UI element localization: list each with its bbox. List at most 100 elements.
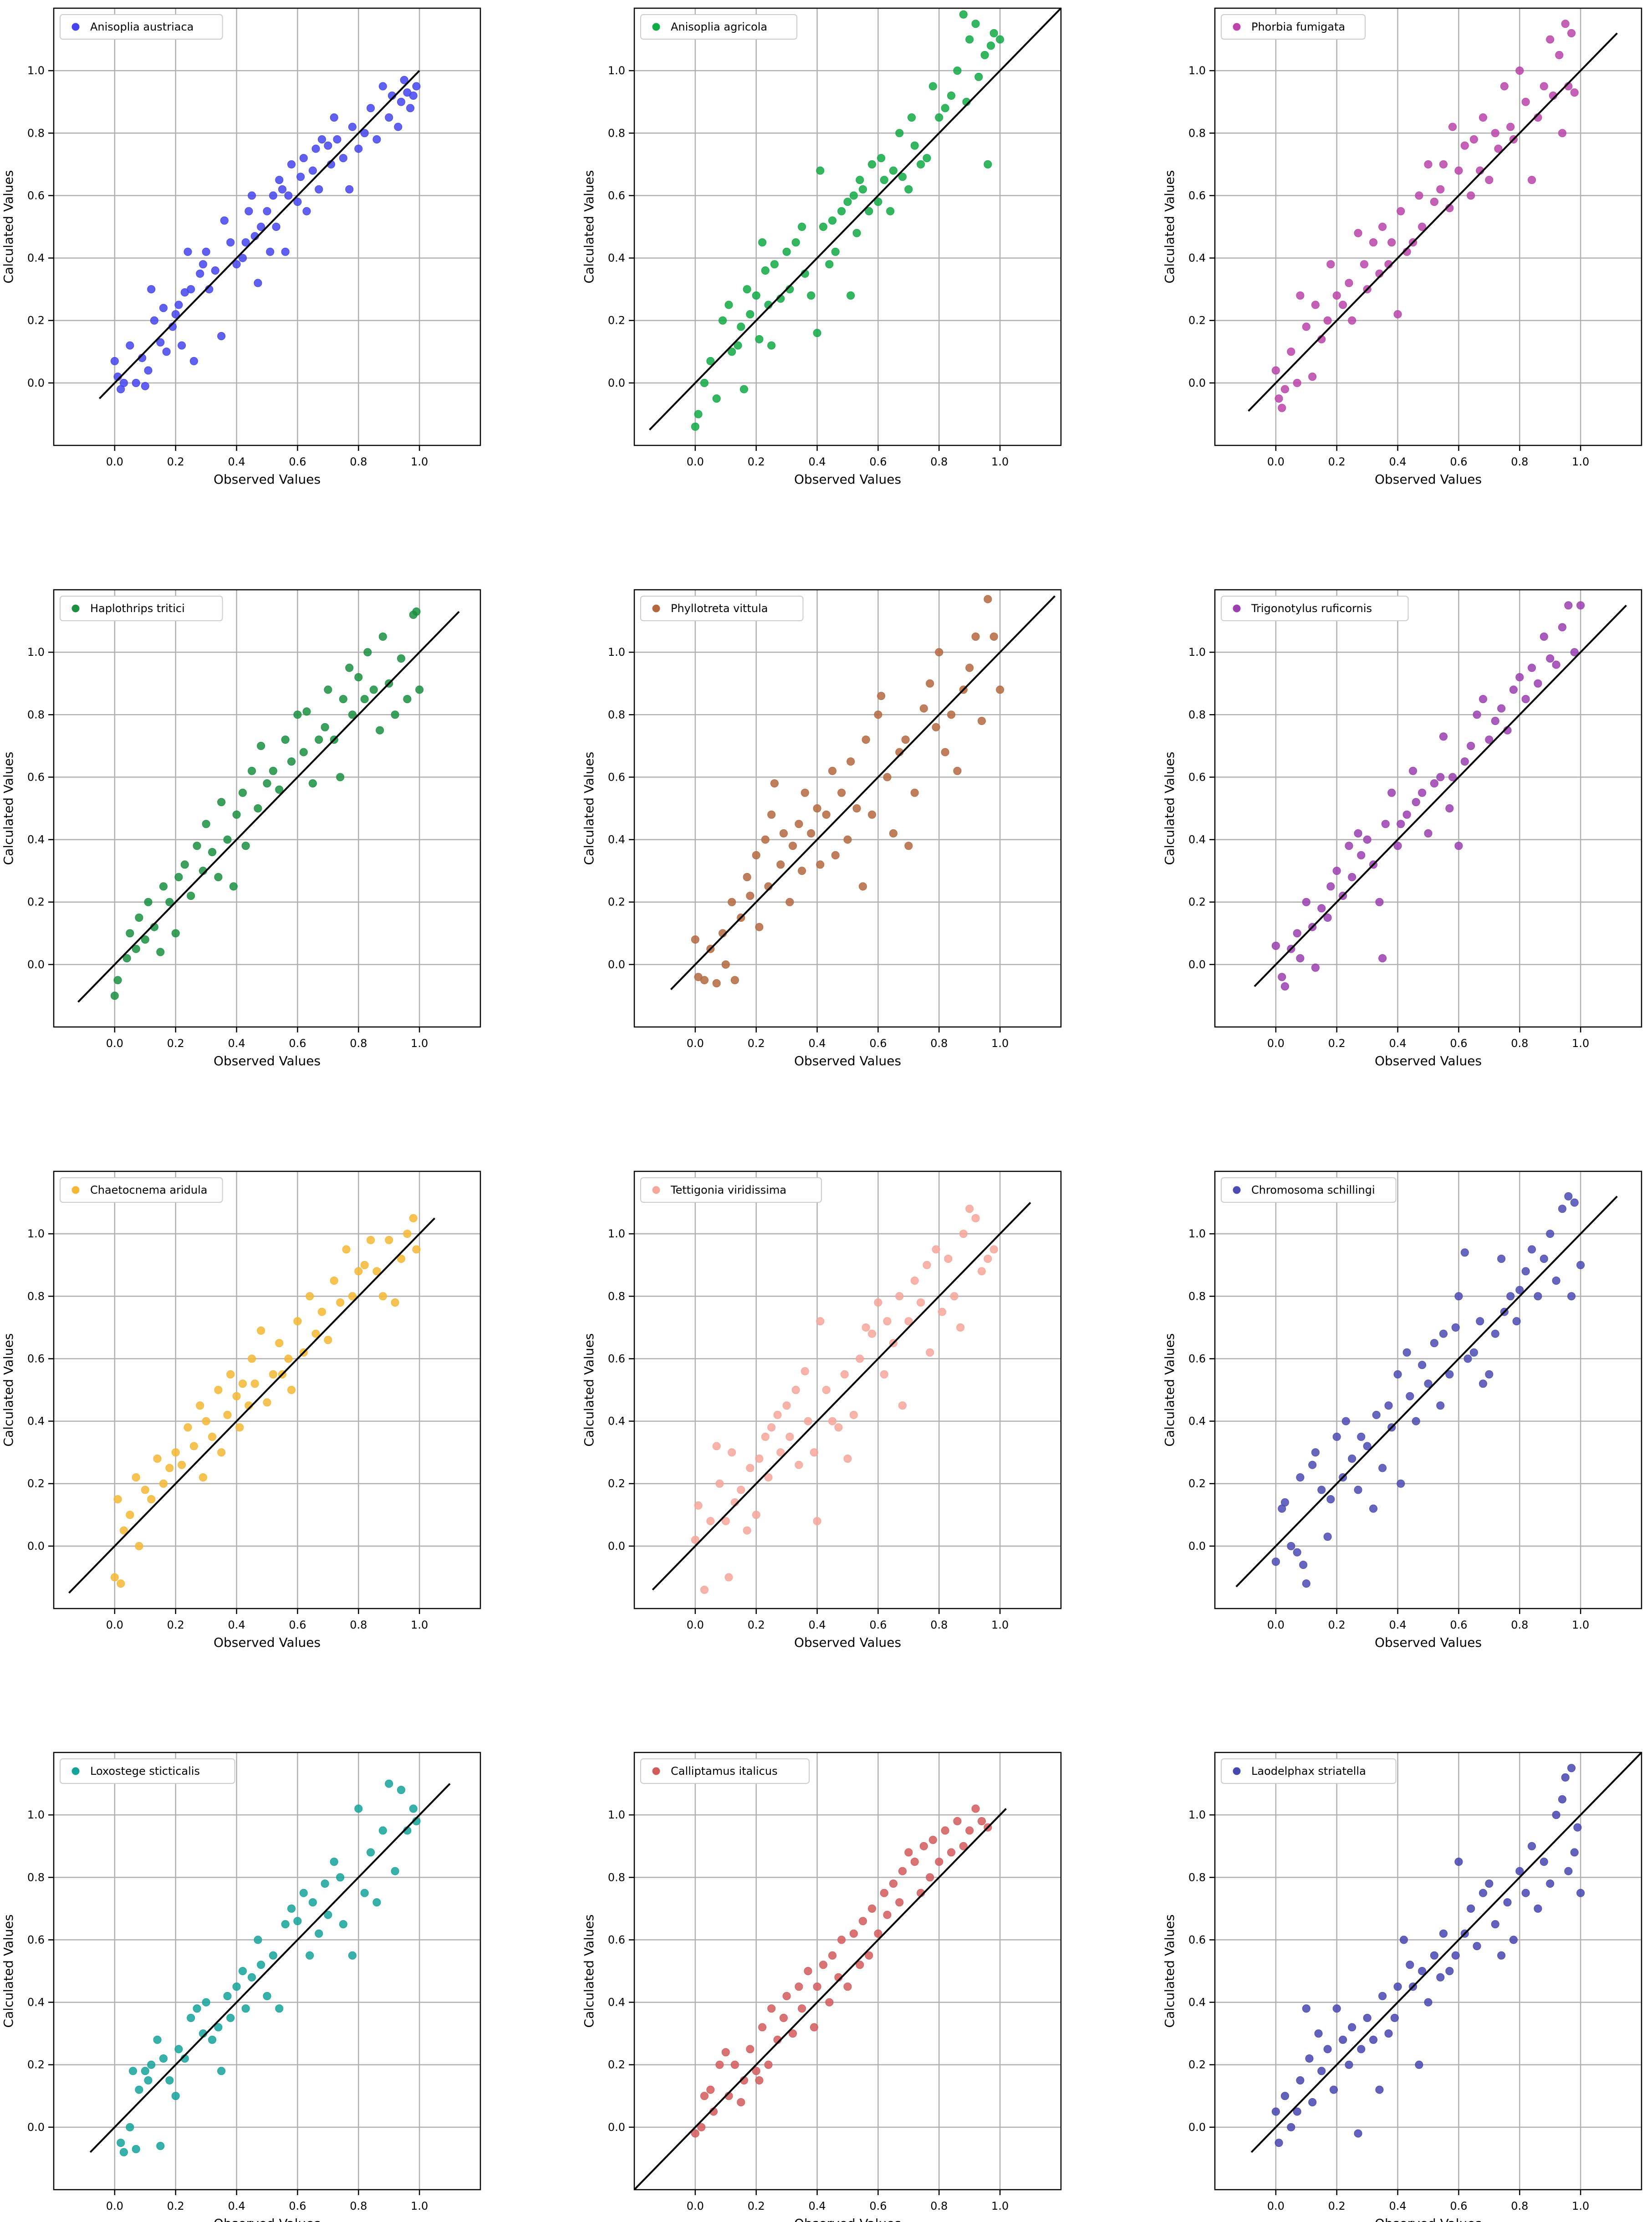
data-point bbox=[694, 410, 703, 419]
tick-label-x: 0.8 bbox=[930, 455, 948, 468]
data-point bbox=[782, 247, 791, 256]
data-point bbox=[724, 301, 733, 309]
data-point bbox=[1354, 2129, 1362, 2138]
data-point bbox=[996, 685, 1004, 694]
data-point bbox=[226, 1370, 235, 1379]
data-point bbox=[1375, 2085, 1384, 2094]
data-point bbox=[767, 341, 776, 350]
data-point bbox=[126, 2123, 134, 2131]
data-point bbox=[1430, 198, 1438, 206]
data-point bbox=[263, 1398, 271, 1407]
data-point bbox=[302, 707, 311, 716]
data-point bbox=[385, 1236, 393, 1244]
data-point bbox=[1287, 347, 1295, 356]
data-point bbox=[248, 191, 256, 200]
data-point bbox=[804, 1967, 812, 1975]
data-point bbox=[1576, 1261, 1585, 1269]
x-axis-label: Observed Values bbox=[214, 2216, 321, 2222]
data-point bbox=[898, 1867, 907, 1875]
data-point bbox=[1460, 141, 1469, 150]
data-point bbox=[791, 1386, 800, 1394]
data-point bbox=[700, 2092, 709, 2100]
tick-label-y: 0.4 bbox=[1188, 833, 1206, 846]
data-point bbox=[965, 35, 974, 44]
data-point bbox=[117, 1579, 125, 1588]
data-point bbox=[196, 1401, 204, 1410]
data-point bbox=[281, 1920, 290, 1929]
tick-label-y: 0.2 bbox=[1188, 314, 1206, 327]
data-point bbox=[1479, 1379, 1487, 1388]
data-point bbox=[737, 1486, 745, 1494]
data-point bbox=[360, 1261, 369, 1269]
data-point bbox=[743, 285, 751, 294]
data-point bbox=[810, 1448, 818, 1457]
data-point bbox=[1326, 1495, 1335, 1503]
data-point bbox=[816, 166, 825, 175]
data-point bbox=[721, 1517, 730, 1525]
y-axis-label: Calculated Values bbox=[1, 752, 16, 865]
data-point bbox=[360, 1889, 369, 1897]
data-point bbox=[807, 291, 816, 300]
data-point bbox=[171, 1448, 180, 1457]
data-point bbox=[1546, 654, 1555, 663]
reference-line bbox=[98, 70, 420, 399]
tick-label-y: 1.0 bbox=[27, 64, 45, 77]
data-point bbox=[828, 766, 837, 775]
data-point bbox=[813, 1982, 821, 1991]
data-point bbox=[1491, 1920, 1499, 1929]
tick-label-x: 0.8 bbox=[1511, 455, 1528, 468]
data-point bbox=[211, 266, 219, 275]
tick-label-x: 1.0 bbox=[1572, 455, 1589, 468]
scatter-series bbox=[110, 76, 421, 393]
data-point bbox=[877, 154, 886, 163]
tick-label-y: 0.4 bbox=[27, 1415, 45, 1428]
data-point bbox=[369, 685, 378, 694]
tick-label-x: 0.2 bbox=[1328, 1037, 1346, 1050]
data-point bbox=[141, 1486, 149, 1494]
data-point bbox=[1296, 291, 1305, 300]
data-point bbox=[1561, 1773, 1570, 1782]
legend-marker bbox=[71, 1767, 80, 1775]
axes-frame bbox=[633, 589, 1062, 1028]
data-point bbox=[263, 207, 271, 215]
data-point bbox=[1378, 223, 1387, 231]
data-point bbox=[1311, 301, 1320, 309]
data-point bbox=[795, 1461, 803, 1469]
data-point bbox=[1424, 160, 1433, 169]
data-point bbox=[1454, 166, 1463, 175]
data-point bbox=[944, 1255, 953, 1263]
data-point bbox=[281, 736, 290, 744]
data-point bbox=[397, 1255, 405, 1263]
reference-line bbox=[649, 7, 1062, 431]
data-point bbox=[1555, 51, 1564, 59]
data-point bbox=[1406, 1961, 1414, 1969]
data-point bbox=[1278, 404, 1286, 412]
data-point bbox=[1384, 2029, 1393, 2038]
data-point bbox=[730, 976, 739, 985]
data-point bbox=[755, 1454, 764, 1463]
y-axis-label: Calculated Values bbox=[1162, 1915, 1177, 2028]
data-point bbox=[308, 779, 317, 788]
data-point bbox=[287, 757, 296, 766]
data-point bbox=[1430, 1951, 1438, 1960]
data-point bbox=[1393, 1982, 1402, 1991]
legend-box bbox=[640, 14, 797, 40]
scatter-series bbox=[1271, 601, 1585, 991]
tick-label-x: 0.6 bbox=[289, 1619, 306, 1631]
data-point bbox=[141, 935, 149, 944]
reference-line bbox=[89, 1783, 451, 2153]
data-point bbox=[348, 710, 357, 719]
data-point bbox=[174, 873, 183, 881]
data-point bbox=[959, 10, 968, 19]
data-point bbox=[700, 378, 709, 387]
tick-label-x: 0.6 bbox=[869, 2200, 887, 2212]
data-point bbox=[1436, 1401, 1445, 1410]
data-point bbox=[293, 1917, 302, 1926]
data-point bbox=[785, 898, 794, 906]
tick-label-x: 1.0 bbox=[991, 1619, 1009, 1631]
data-point bbox=[1305, 2054, 1314, 2063]
data-point bbox=[828, 1951, 837, 1960]
data-point bbox=[926, 679, 934, 688]
data-point bbox=[1399, 1936, 1408, 1944]
data-point bbox=[789, 2029, 797, 2038]
